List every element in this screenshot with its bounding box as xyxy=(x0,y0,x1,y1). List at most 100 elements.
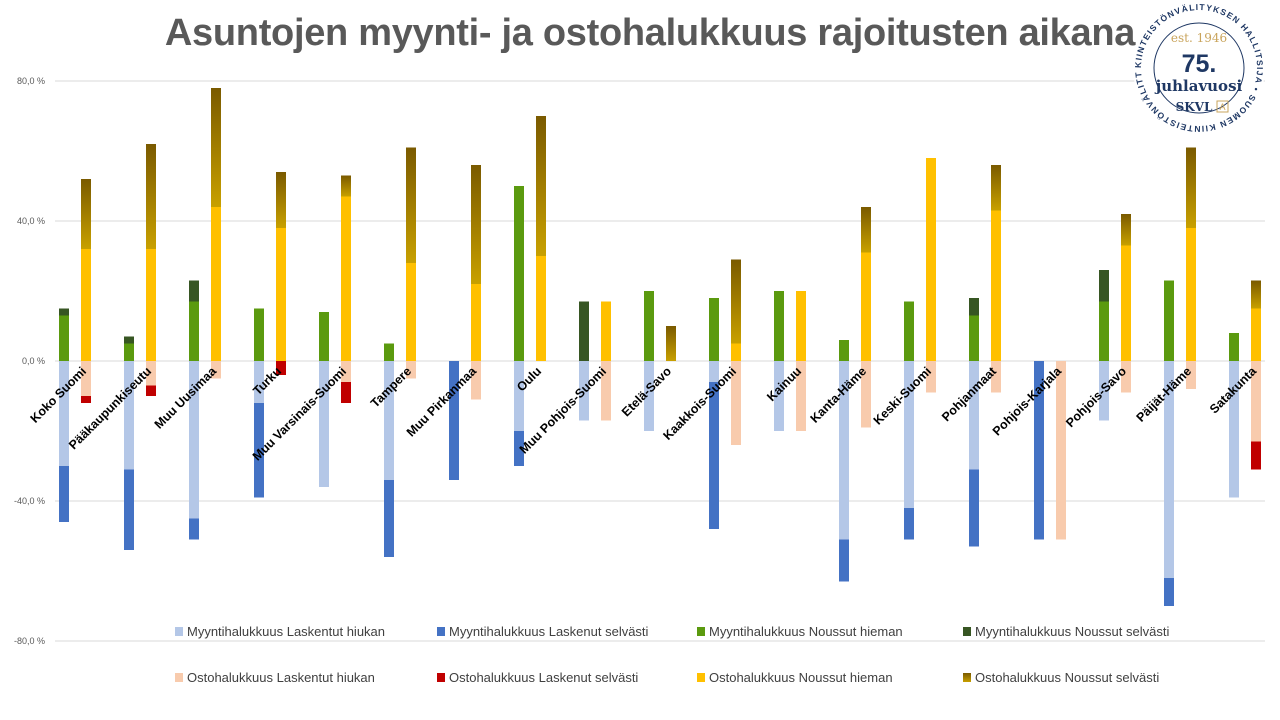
bar-segment xyxy=(709,361,719,382)
bar-segment xyxy=(1251,280,1261,309)
bar-segment xyxy=(514,186,524,361)
bar-segment xyxy=(731,361,741,445)
category-label: Koko Suomi xyxy=(28,364,89,425)
legend-label: Myyntihalukkuus Laskenut selvästi xyxy=(449,624,649,639)
bar-segment xyxy=(644,291,654,361)
bar-segment xyxy=(796,361,806,431)
bars xyxy=(59,88,1261,606)
bar-segment xyxy=(861,361,871,428)
legend-swatch xyxy=(437,673,445,682)
bar-segment xyxy=(384,480,394,557)
bar-segment xyxy=(904,301,914,361)
category-label: Päijät-Häme xyxy=(1134,364,1195,425)
bar-segment xyxy=(579,361,589,421)
bar-segment xyxy=(1164,361,1174,578)
bar-segment xyxy=(124,336,134,344)
bar-segment xyxy=(211,361,221,379)
bar-segment xyxy=(449,361,459,480)
bar-segment xyxy=(731,259,741,344)
chart-title: Asuntojen myynti- ja ostohalukkuus rajoi… xyxy=(164,12,1136,54)
bar-segment xyxy=(211,88,221,207)
bar-segment xyxy=(514,361,524,431)
legend: Myyntihalukkuus Laskentut hiukan Myyntiha… xyxy=(175,624,1169,685)
y-tick-label: -40,0 % xyxy=(14,496,45,506)
skvl-75-logo: KIINTEISTÖNVÄLITYKSEN HALLITSIJA • SUOME… xyxy=(0,0,1265,134)
legend-swatch xyxy=(697,673,705,682)
bar-segment xyxy=(904,508,914,540)
bar-segment xyxy=(341,175,351,197)
logo-number: 75. xyxy=(1182,50,1217,78)
bar-segment xyxy=(1034,361,1044,540)
bar-segment xyxy=(59,361,69,466)
bar-segment xyxy=(969,315,979,361)
bar-segment xyxy=(1099,270,1109,302)
bar-segment xyxy=(839,361,849,540)
gridlines xyxy=(55,80,1265,642)
y-tick-label: -80,0 % xyxy=(14,636,45,646)
bar-segment xyxy=(536,116,546,256)
bar-segment xyxy=(471,165,481,284)
bar-segment xyxy=(1251,361,1261,442)
bar-segment xyxy=(839,340,849,361)
legend-swatch xyxy=(963,673,971,682)
legend-swatch xyxy=(697,627,705,636)
y-tick-label: 80,0 % xyxy=(17,76,45,86)
bar-segment xyxy=(601,301,611,361)
category-label: Pohjois-Savo xyxy=(1063,364,1129,430)
bar-segment xyxy=(991,361,1001,393)
bar-segment xyxy=(81,361,91,396)
bar-segment xyxy=(81,396,91,403)
bar-segment xyxy=(644,361,654,431)
bar-segment xyxy=(406,361,416,379)
bar-segment xyxy=(1121,361,1131,393)
legend-swatch xyxy=(175,627,183,636)
logo-est: est. 1946 xyxy=(1171,31,1227,45)
legend-swatch xyxy=(437,627,445,636)
bar-segment xyxy=(774,291,784,361)
bar-segment xyxy=(536,256,546,361)
bar-segment xyxy=(254,361,264,403)
bar-segment xyxy=(189,280,199,302)
bar-segment xyxy=(319,361,329,487)
bar-segment xyxy=(189,301,199,361)
legend-label: Ostohalukkuus Noussut selvästi xyxy=(975,670,1159,685)
bar-segment xyxy=(861,252,871,361)
y-tick-label: 0,0 % xyxy=(22,356,45,366)
bar-segment xyxy=(384,343,394,361)
bar-segment xyxy=(59,308,69,316)
bar-segment xyxy=(774,361,784,431)
bar-segment xyxy=(1186,228,1196,361)
bar-segment xyxy=(471,284,481,361)
bar-segment xyxy=(146,144,156,249)
logo-brand-mark: A xyxy=(1219,102,1225,112)
bar-segment xyxy=(124,343,134,361)
bar-segment xyxy=(81,179,91,249)
category-label: Kanta-Häme xyxy=(808,364,870,426)
category-label: Pohjois-Karjala xyxy=(990,363,1065,438)
bar-segment xyxy=(1186,147,1196,228)
logo-ring-text: KIINTEISTÖNVÄLITYKSEN HALLITSIJA • SUOME… xyxy=(0,0,1265,134)
bar-segment xyxy=(319,312,329,361)
bar-segment xyxy=(276,228,286,361)
bar-segment xyxy=(384,361,394,480)
bar-segment xyxy=(1229,333,1239,361)
bar-segment xyxy=(1099,361,1109,421)
bar-segment xyxy=(796,291,806,361)
bar-segment xyxy=(1186,361,1196,389)
legend-label: Myyntihalukkuus Noussut selvästi xyxy=(975,624,1169,639)
bar-segment xyxy=(146,361,156,386)
bar-segment xyxy=(969,298,979,316)
bar-segment xyxy=(926,158,936,361)
bar-segment xyxy=(341,382,351,403)
legend-label: Myyntihalukkuus Laskentut hiukan xyxy=(187,624,385,639)
bar-segment xyxy=(189,361,199,519)
logo-word: juhlavuosi xyxy=(1154,77,1243,95)
bar-segment xyxy=(81,249,91,361)
bar-segment xyxy=(276,361,286,375)
legend-swatch xyxy=(963,627,971,636)
bar-segment xyxy=(211,207,221,361)
y-tick-label: 40,0 % xyxy=(17,216,45,226)
bar-segment xyxy=(904,361,914,508)
